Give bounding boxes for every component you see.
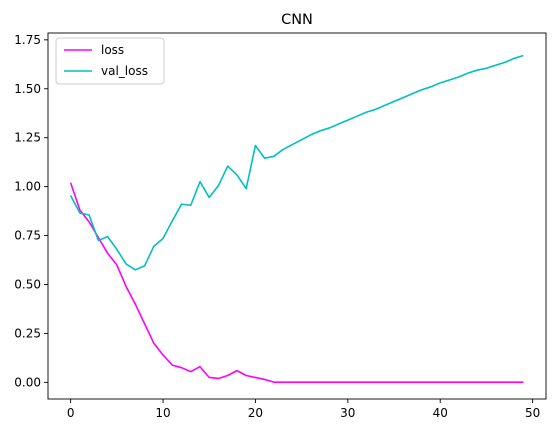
chart-title: CNN bbox=[281, 12, 313, 28]
legend: loss val_loss bbox=[56, 38, 164, 84]
series-line-loss bbox=[71, 183, 524, 382]
legend-label-loss: loss bbox=[101, 43, 124, 57]
y-tick-label: 1.25 bbox=[14, 131, 41, 145]
x-tick-label: 10 bbox=[155, 406, 170, 420]
y-tick-label: 0.00 bbox=[14, 375, 41, 389]
y-tick-label: 0.75 bbox=[14, 229, 41, 243]
x-tick-label: 40 bbox=[433, 406, 448, 420]
x-tick-label: 30 bbox=[340, 406, 355, 420]
legend-label-val-loss: val_loss bbox=[101, 64, 148, 78]
y-tick-label: 1.75 bbox=[14, 33, 41, 47]
y-tick-label: 0.50 bbox=[14, 278, 41, 292]
series-layer bbox=[71, 56, 524, 383]
series-line-val-loss bbox=[71, 56, 524, 270]
plot-area-frame bbox=[48, 33, 546, 399]
y-tick-label: 1.00 bbox=[14, 180, 41, 194]
x-axis: 0 10 20 30 40 50 bbox=[67, 399, 540, 420]
x-tick-label: 0 bbox=[67, 406, 75, 420]
x-tick-label: 20 bbox=[248, 406, 263, 420]
y-axis: 0.00 0.25 0.50 0.75 1.00 1.25 1.50 1.75 bbox=[14, 33, 48, 390]
y-tick-label: 1.50 bbox=[14, 82, 41, 96]
y-tick-label: 0.25 bbox=[14, 326, 41, 340]
x-tick-label: 50 bbox=[525, 406, 540, 420]
